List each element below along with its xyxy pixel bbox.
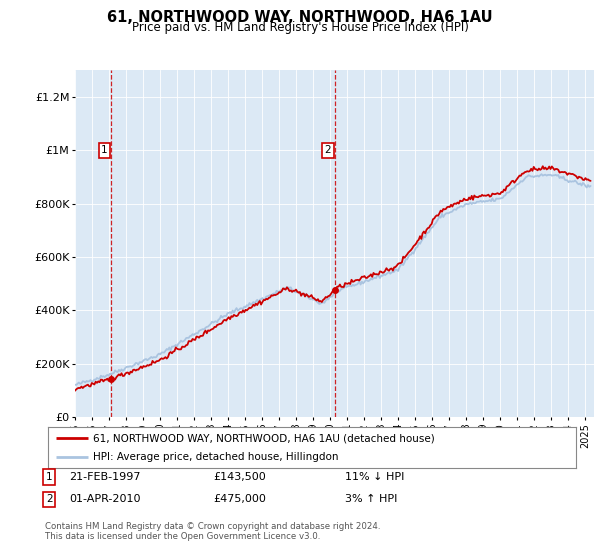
Text: 2: 2 (325, 145, 331, 155)
Text: £475,000: £475,000 (213, 494, 266, 505)
Text: 61, NORTHWOOD WAY, NORTHWOOD, HA6 1AU (detached house): 61, NORTHWOOD WAY, NORTHWOOD, HA6 1AU (d… (93, 433, 434, 443)
Text: 1: 1 (101, 145, 108, 155)
Text: HPI: Average price, detached house, Hillingdon: HPI: Average price, detached house, Hill… (93, 452, 338, 461)
Text: 11% ↓ HPI: 11% ↓ HPI (345, 472, 404, 482)
Text: Contains HM Land Registry data © Crown copyright and database right 2024.
This d: Contains HM Land Registry data © Crown c… (45, 522, 380, 542)
Text: £143,500: £143,500 (213, 472, 266, 482)
Text: Price paid vs. HM Land Registry's House Price Index (HPI): Price paid vs. HM Land Registry's House … (131, 21, 469, 34)
Text: 2: 2 (46, 494, 53, 505)
Text: 1: 1 (46, 472, 53, 482)
Text: 61, NORTHWOOD WAY, NORTHWOOD, HA6 1AU: 61, NORTHWOOD WAY, NORTHWOOD, HA6 1AU (107, 10, 493, 25)
Text: 21-FEB-1997: 21-FEB-1997 (69, 472, 140, 482)
Text: 01-APR-2010: 01-APR-2010 (69, 494, 140, 505)
Text: 3% ↑ HPI: 3% ↑ HPI (345, 494, 397, 505)
